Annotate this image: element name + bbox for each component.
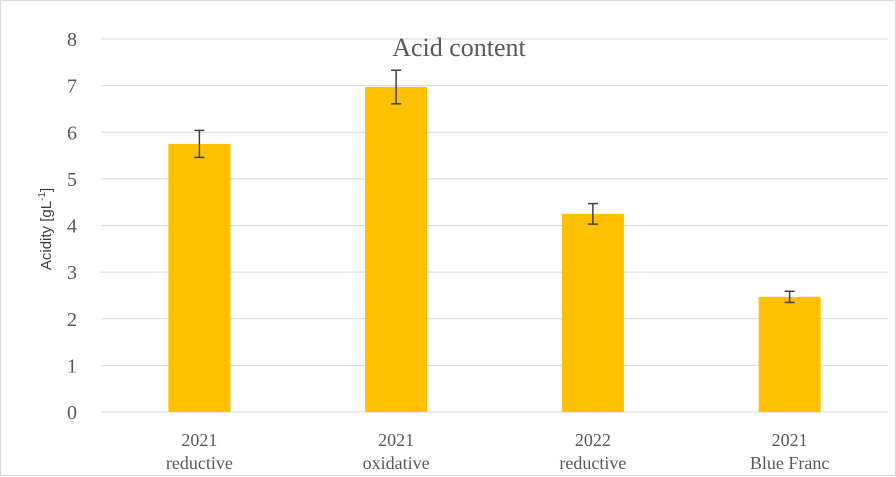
gridlines xyxy=(101,38,888,413)
bar xyxy=(168,143,231,412)
bars xyxy=(168,87,821,413)
x-tick-label-line2: oxidative xyxy=(363,453,430,473)
x-tick-label-line1: 2021 xyxy=(378,430,414,450)
y-tick-label: 5 xyxy=(67,169,77,191)
x-tick-label-line2: reductive xyxy=(166,453,233,473)
y-axis-label-close: ] xyxy=(38,188,55,192)
y-tick-label: 8 xyxy=(67,29,77,51)
x-tick-label-line1: 2022 xyxy=(575,430,611,450)
x-tick-label-line1: 2021 xyxy=(772,430,808,450)
y-axis-label: Acidity [gL-1] xyxy=(37,188,55,270)
y-tick-label: 6 xyxy=(67,122,77,144)
y-axis-label-main: Acidity [gL xyxy=(38,201,55,270)
x-tick-label-line2: Blue Franc xyxy=(750,453,829,473)
y-tick-label: 2 xyxy=(67,309,77,331)
bar xyxy=(561,213,624,412)
y-tick-label: 0 xyxy=(67,402,77,424)
x-axis-labels: 2021 reductive 2021 oxidative 2022 reductive 2… xyxy=(166,430,829,473)
y-axis-label-superscript: -1 xyxy=(37,192,48,201)
error-bars xyxy=(194,69,795,304)
y-axis-ticks: 0 1 2 3 4 5 6 7 8 xyxy=(67,29,77,424)
y-tick-label: 1 xyxy=(67,355,77,377)
bar xyxy=(758,296,821,412)
y-tick-label: 3 xyxy=(67,262,77,284)
bar xyxy=(365,87,428,413)
x-tick-label-line1: 2021 xyxy=(181,430,217,450)
chart-title: Acid content xyxy=(392,33,526,62)
x-tick-label-line2: reductive xyxy=(559,453,626,473)
y-tick-label: 4 xyxy=(67,216,77,238)
y-tick-label: 7 xyxy=(67,76,77,98)
